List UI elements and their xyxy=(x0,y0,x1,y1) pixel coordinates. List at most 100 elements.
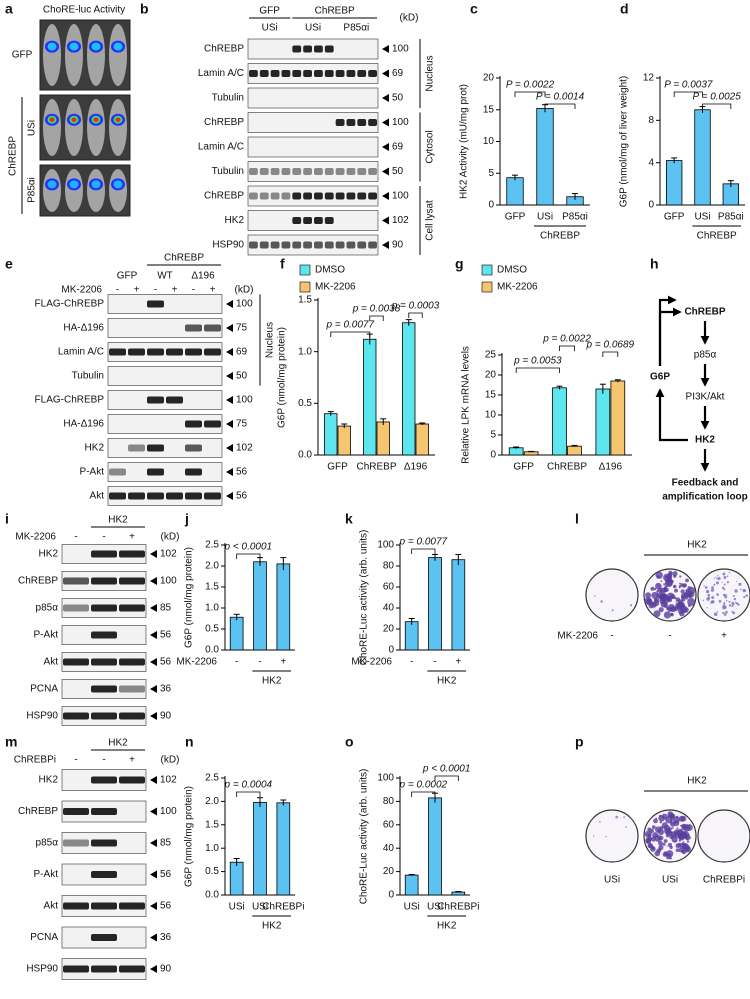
row-label: Tubulin xyxy=(212,93,244,104)
legend-swatch xyxy=(481,264,493,276)
x-tick-label: USi xyxy=(252,902,268,913)
bar xyxy=(276,563,291,651)
marker-arrow xyxy=(382,216,389,225)
colony xyxy=(671,832,674,834)
band xyxy=(91,776,117,784)
blot-strip xyxy=(107,366,223,386)
sign-label: - xyxy=(610,631,613,642)
marker-arrow xyxy=(226,300,233,308)
group-label: ChREBP xyxy=(164,253,204,264)
band xyxy=(91,808,117,815)
bar xyxy=(404,874,419,896)
error-bar xyxy=(341,423,348,429)
y-tick-label: 1.5 xyxy=(205,582,219,593)
x-tick-label: - xyxy=(410,657,413,668)
error-bar xyxy=(257,797,263,808)
band xyxy=(314,45,323,53)
colony xyxy=(678,839,681,842)
colony xyxy=(657,587,663,594)
colony xyxy=(684,833,687,835)
colony xyxy=(672,584,677,589)
marker-arrow xyxy=(226,396,233,404)
y-tick-label: 20 xyxy=(483,73,495,84)
colony xyxy=(723,588,726,591)
band xyxy=(324,168,334,175)
kd-label: 36 xyxy=(160,932,172,943)
row-label: GFP xyxy=(12,50,33,61)
group-label: HK2 xyxy=(262,921,282,932)
band xyxy=(63,577,89,585)
treatment-label: ChREBPi xyxy=(14,755,56,766)
y-tick-label: 100 xyxy=(377,773,394,784)
colony xyxy=(671,608,674,610)
treatment-label: MK-2206 xyxy=(61,285,102,296)
colony xyxy=(652,600,660,607)
colony xyxy=(667,592,675,600)
band xyxy=(303,168,312,175)
caption: Feedback and xyxy=(672,478,739,489)
band xyxy=(357,168,367,175)
panel-letter: a xyxy=(5,1,13,17)
y-tick-label: 0.0 xyxy=(205,645,219,656)
error-bar xyxy=(327,411,334,416)
row-label: PCNA xyxy=(30,684,58,695)
error-bar xyxy=(419,422,426,426)
p-value: p = 0.0077 xyxy=(325,320,374,331)
group-label: HK2 xyxy=(437,676,457,687)
marker-arrow xyxy=(150,776,157,784)
band xyxy=(63,902,89,910)
band xyxy=(368,70,377,77)
band xyxy=(259,192,269,200)
error-bar xyxy=(614,379,621,383)
signal xyxy=(49,117,55,122)
marker-arrow xyxy=(382,94,389,102)
band xyxy=(63,808,89,815)
band xyxy=(166,348,183,356)
band xyxy=(303,45,312,53)
colony xyxy=(737,603,740,606)
bar xyxy=(229,861,244,896)
band xyxy=(185,468,202,476)
y-tick-label: 0.0 xyxy=(298,450,312,461)
band xyxy=(119,712,145,720)
kd-label: 69 xyxy=(392,142,404,153)
error-bar xyxy=(380,418,387,426)
y-tick-label: 2.5 xyxy=(205,540,219,551)
band xyxy=(91,577,117,585)
signal xyxy=(69,42,79,51)
marker-arrow xyxy=(382,167,389,176)
marker-arrow xyxy=(150,807,157,816)
row-label: HK2 xyxy=(85,443,105,454)
colony xyxy=(663,611,672,619)
panel-letter: n xyxy=(185,734,194,750)
group-label: HK2 xyxy=(262,676,282,687)
error-bar xyxy=(280,557,287,571)
significance-bracket xyxy=(411,791,436,797)
marker-arrow xyxy=(150,902,157,910)
y-tick-label: 40 xyxy=(383,603,395,614)
colony xyxy=(671,827,674,829)
colony xyxy=(658,848,662,851)
band xyxy=(91,658,117,666)
signal xyxy=(113,42,123,51)
band xyxy=(303,192,312,200)
band xyxy=(91,871,117,878)
kd-label: 85 xyxy=(160,838,172,849)
y-tick-label: 0 xyxy=(388,890,394,901)
y-tick-label: 60 xyxy=(383,582,395,593)
band xyxy=(91,712,117,720)
panel-letter: h xyxy=(650,256,659,272)
colony xyxy=(723,602,726,604)
kd-label: 50 xyxy=(392,93,404,104)
colony xyxy=(680,815,687,822)
sign-label: + xyxy=(210,285,216,296)
colony xyxy=(665,816,673,824)
band xyxy=(357,70,367,77)
kd-label: 100 xyxy=(392,44,409,55)
mouse xyxy=(43,169,61,212)
kd-unit: (kD) xyxy=(161,755,180,766)
blot-strip xyxy=(107,294,223,314)
condition-label: ChREBPi xyxy=(703,875,745,886)
bar xyxy=(253,561,267,651)
